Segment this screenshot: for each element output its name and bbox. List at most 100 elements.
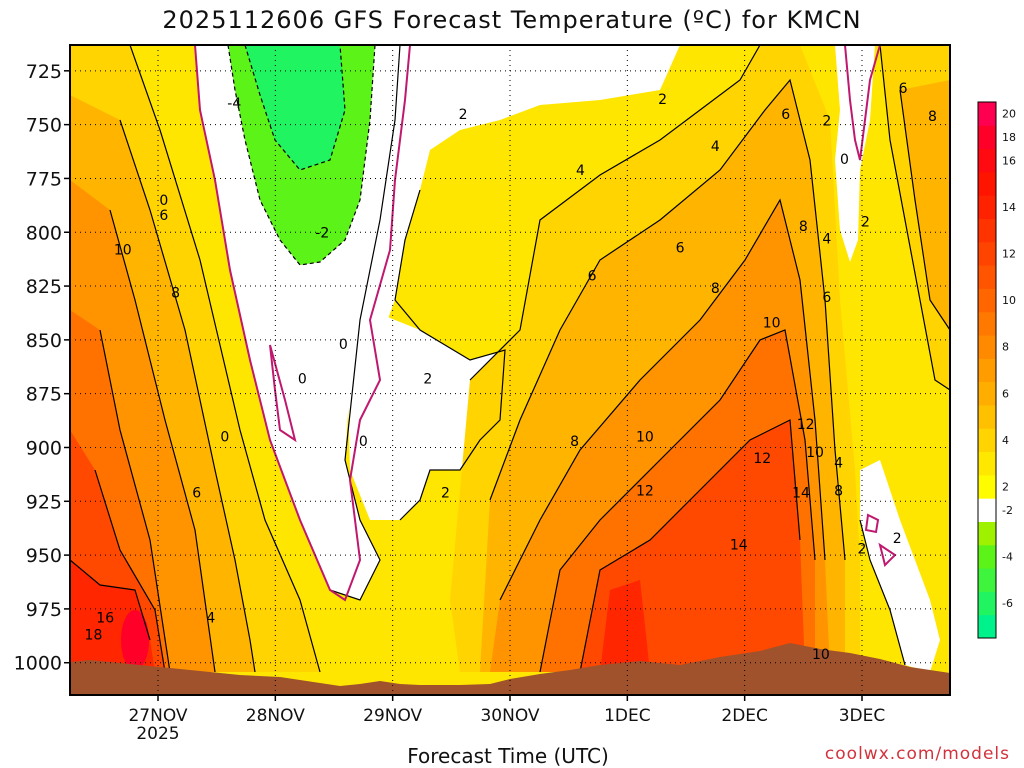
x-axis-title: Forecast Time (UTC): [407, 744, 609, 768]
y-tick-label: 925: [26, 491, 62, 513]
contour-label: 4: [711, 139, 720, 155]
colorbar-swatch: [978, 195, 996, 220]
colorbar-swatch: [978, 125, 996, 150]
contour-label: 10: [806, 445, 824, 461]
contour-label: 2: [441, 486, 450, 502]
colorbar-label: -2: [1002, 504, 1013, 517]
y-tick-label: 725: [26, 61, 62, 83]
colorbar-swatch: [978, 148, 996, 173]
y-tick-label: 775: [26, 168, 62, 190]
contour-label: 6: [781, 107, 790, 123]
contour-label: 4: [834, 456, 843, 472]
contour-label: 6: [159, 208, 168, 224]
cold-region-late: [860, 460, 940, 672]
contour-label: 6: [899, 81, 908, 97]
contour-label: 10: [114, 242, 132, 258]
contour-label: 8: [570, 434, 579, 450]
colorbar-swatch: [978, 591, 996, 616]
y-tick-label: 900: [26, 437, 62, 459]
x-tick-label: 1DEC: [604, 706, 651, 726]
contour-label: 8: [171, 286, 180, 302]
x-tick-label: 27NOV: [128, 706, 187, 726]
contour-label: 12: [753, 451, 771, 467]
contour-label: 8: [711, 281, 720, 297]
contour-label: 6: [676, 240, 685, 256]
x-tick-label: 3DEC: [839, 706, 886, 726]
colorbar-swatch: [978, 265, 996, 289]
x-tick-sublabel: 2025: [136, 724, 179, 744]
colorbar-legend: -6 -4 -2 2 4 6 8 10 12 14 16 18 20: [977, 101, 1016, 639]
colorbar-swatch: [978, 358, 996, 383]
colorbar-swatch: [978, 568, 996, 592]
colorbar-swatch: [978, 451, 996, 476]
contour-label: 8: [799, 219, 808, 235]
colorbar-label: 18: [1002, 131, 1016, 144]
x-tick-label: 30NOV: [480, 706, 539, 726]
colorbar-label: 12: [1002, 247, 1016, 260]
chart-title: 2025112606 GFS Forecast Temperature (ºC)…: [162, 6, 862, 34]
contour-label: 2: [658, 92, 667, 108]
colorbar-swatch: [978, 521, 996, 546]
y-tick-label: 825: [26, 276, 62, 298]
contour-label: 12: [636, 484, 654, 500]
contour-label: 8: [928, 109, 937, 125]
colorbar-swatch: [978, 498, 996, 522]
contour-label: 2: [423, 372, 432, 388]
y-tick-label: 950: [26, 545, 62, 567]
contour-label: 0: [359, 434, 368, 450]
contour-label: 0: [840, 152, 849, 168]
contour-label: 0: [339, 337, 348, 353]
colorbar-swatch: [978, 428, 996, 453]
colorbar-label: 20: [1002, 108, 1016, 121]
contour-label: 0: [159, 193, 168, 209]
contour-label: 10: [812, 647, 830, 663]
cold-region: [360, 45, 680, 340]
colorbar-swatch: [978, 614, 996, 639]
colorbar-swatch: [978, 544, 996, 569]
contour-label: 10: [763, 316, 781, 332]
cold-region-late: [835, 45, 875, 262]
warm-region-late: [600, 580, 650, 672]
contour-label: 4: [822, 232, 831, 248]
contour-label: 14: [792, 486, 810, 502]
x-tick-label: 2DEC: [721, 706, 768, 726]
x-tick-label: 28NOV: [246, 706, 305, 726]
colorbar-label: 16: [1002, 154, 1016, 167]
warm-core-early: [121, 610, 149, 670]
y-tick-label: 850: [26, 330, 62, 352]
warm-region-edge: [900, 80, 950, 330]
colorbar-label: 4: [1002, 434, 1009, 447]
subzero-region: [245, 45, 345, 170]
cold-region: [345, 300, 505, 520]
negative-contours: [227, 45, 376, 266]
contour-label: 12: [797, 417, 815, 433]
contour-label: 14: [730, 537, 748, 553]
contour-label: 2: [858, 542, 867, 558]
contour-label: 6: [588, 268, 597, 284]
colorbar-swatch: [978, 171, 996, 196]
colorbar-swatch: [978, 218, 996, 243]
contour-label: -2: [315, 225, 329, 241]
y-tick-label: 800: [26, 222, 62, 244]
colorbar-label: 2: [1002, 481, 1009, 494]
colorbar-label: 6: [1002, 387, 1009, 400]
ground-surface: [70, 643, 950, 695]
y-tick-label: 875: [26, 384, 62, 406]
contour-label: 4: [576, 163, 585, 179]
contour-label: 0: [298, 372, 307, 388]
colorbar-label: -6: [1002, 597, 1013, 610]
colorbar-label: 10: [1002, 294, 1016, 307]
contour-label: 18: [85, 628, 103, 644]
zero-contours: [194, 45, 897, 602]
colorbar-swatch: [978, 381, 996, 406]
contour-label: 6: [192, 486, 201, 502]
y-tick-label: 975: [26, 599, 62, 621]
contour-label: 16: [96, 611, 114, 627]
contour-label: 2: [822, 113, 831, 129]
contour-label: 4: [206, 611, 215, 627]
colorbar-swatch: [978, 404, 996, 429]
y-axis: 725 750 775 800 825 850 875 900 925 950 975 1000: [14, 61, 70, 675]
credit-link[interactable]: coolwx.com/models: [824, 744, 1010, 764]
